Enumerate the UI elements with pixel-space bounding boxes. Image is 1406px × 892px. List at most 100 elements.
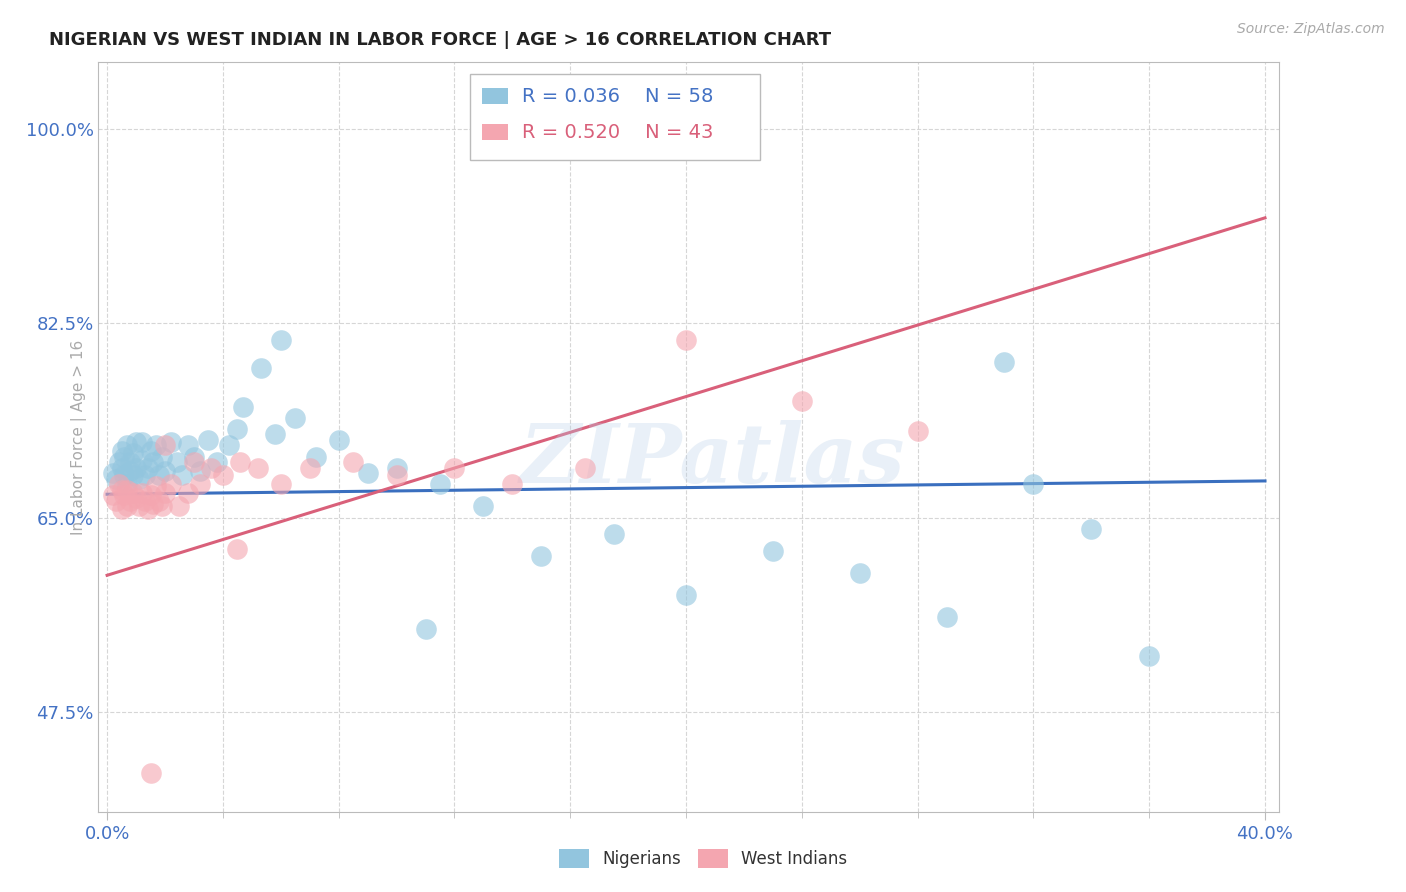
Point (142, 497, 165, 511)
Point (104, 472, 127, 486)
Point (472, 500, 495, 514)
Point (907, 424, 929, 438)
Point (117, 500, 139, 514)
Point (148, 494, 170, 508)
Point (298, 460, 321, 475)
Point (675, 588, 697, 602)
Point (790, 394, 813, 409)
Point (145, 438, 167, 452)
Text: NIGERIAN VS WEST INDIAN IN LABOR FORCE | AGE > 16 CORRELATION CHART: NIGERIAN VS WEST INDIAN IN LABOR FORCE |… (49, 31, 831, 49)
Point (131, 453, 153, 467)
Text: Source: ZipAtlas.com: Source: ZipAtlas.com (1237, 22, 1385, 37)
Point (120, 464, 142, 478)
Point (125, 435, 148, 450)
Point (226, 541, 249, 556)
Point (229, 455, 252, 469)
Point (385, 468, 408, 483)
Point (169, 500, 191, 514)
Point (150, 450, 173, 464)
Point (131, 435, 153, 450)
Point (443, 460, 465, 475)
Point (200, 460, 222, 475)
Point (114, 450, 136, 464)
Point (110, 444, 132, 458)
Point (128, 500, 150, 514)
Point (134, 494, 156, 508)
Point (101, 488, 124, 502)
Point (117, 438, 139, 452)
Point (1022, 477, 1045, 491)
Point (249, 360, 271, 375)
Point (232, 400, 254, 414)
Point (153, 464, 176, 478)
Point (110, 501, 132, 516)
Point (172, 468, 194, 483)
Point (197, 433, 219, 447)
Point (153, 486, 176, 500)
Point (188, 477, 211, 491)
Point (264, 427, 287, 442)
Point (134, 468, 156, 483)
Point (139, 488, 162, 502)
Point (107, 477, 129, 491)
Point (153, 438, 176, 452)
Point (218, 438, 240, 452)
Point (128, 472, 150, 486)
Point (136, 501, 159, 516)
Point (284, 410, 307, 425)
Point (356, 466, 378, 480)
Point (188, 464, 211, 478)
Point (107, 455, 129, 469)
Point (183, 455, 205, 469)
Point (342, 455, 364, 469)
Point (205, 455, 228, 469)
Point (159, 435, 181, 450)
Point (136, 460, 159, 475)
FancyBboxPatch shape (482, 88, 508, 104)
FancyBboxPatch shape (482, 124, 508, 140)
Point (415, 622, 437, 636)
Point (501, 477, 523, 491)
Text: ZIPatlas: ZIPatlas (520, 419, 905, 500)
Point (125, 460, 148, 475)
FancyBboxPatch shape (471, 74, 759, 160)
Point (993, 355, 1015, 369)
Point (110, 483, 132, 497)
Point (159, 477, 181, 491)
Point (530, 549, 553, 564)
Point (270, 333, 292, 347)
Point (304, 450, 326, 464)
Point (150, 500, 173, 514)
Legend: Nigerians, West Indians: Nigerians, West Indians (553, 842, 853, 875)
Point (131, 486, 153, 500)
Point (183, 450, 205, 464)
Text: R = 0.036    N = 58: R = 0.036 N = 58 (523, 87, 714, 105)
Point (114, 488, 136, 502)
Point (122, 446, 145, 460)
Point (574, 460, 596, 475)
Point (1080, 522, 1102, 536)
Point (120, 494, 142, 508)
Point (675, 333, 697, 347)
Point (328, 433, 350, 447)
Point (270, 477, 292, 491)
Point (117, 483, 139, 497)
Point (429, 477, 451, 491)
Point (166, 455, 188, 469)
Point (177, 486, 200, 500)
Point (122, 486, 145, 500)
Point (848, 566, 870, 580)
Point (139, 765, 162, 780)
Point (125, 491, 148, 505)
Point (145, 479, 167, 493)
Y-axis label: In Labor Force | Age > 16: In Labor Force | Age > 16 (72, 340, 87, 534)
Text: R = 0.520    N = 43: R = 0.520 N = 43 (523, 122, 714, 142)
Point (602, 527, 624, 541)
Point (117, 477, 139, 491)
Point (177, 438, 200, 452)
Point (114, 468, 136, 483)
Point (139, 444, 162, 458)
Point (935, 610, 957, 624)
Point (212, 468, 235, 483)
Point (762, 544, 785, 558)
